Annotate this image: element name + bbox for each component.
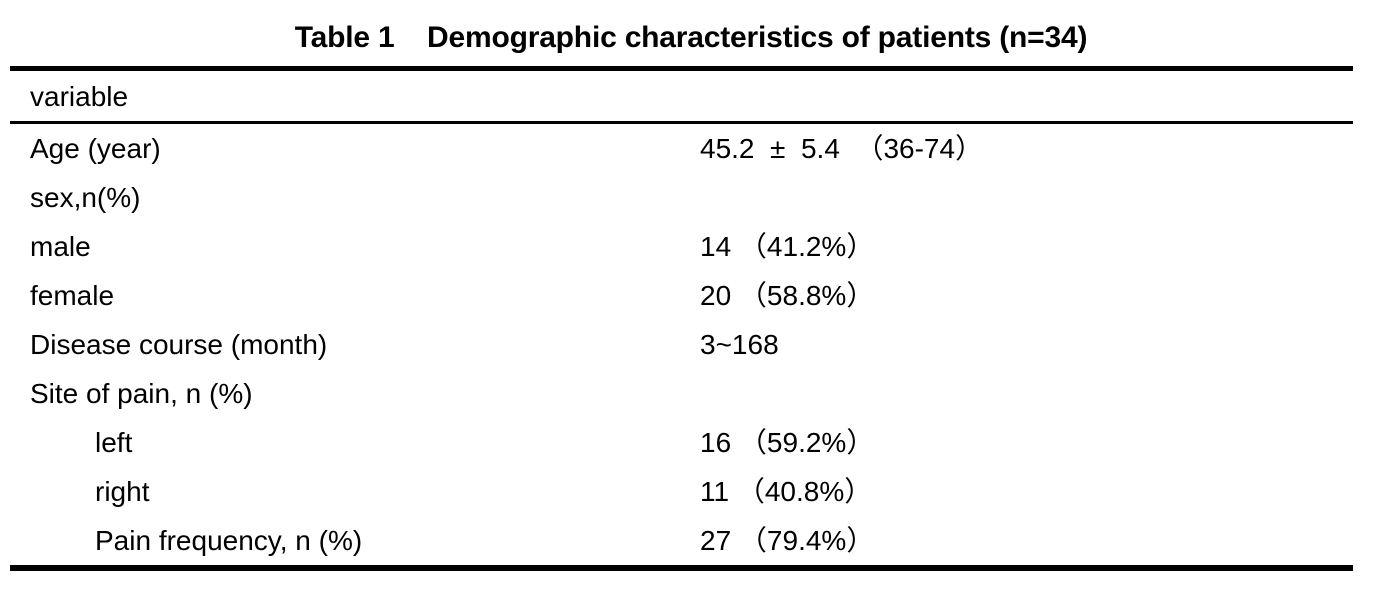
row-label: Age (year) xyxy=(30,133,161,164)
row-label: right xyxy=(95,476,150,507)
table-row-pain-frequency: Pain frequency, n (%) 27 （79.4%） xyxy=(10,516,1353,565)
row-label: Site of pain, n (%) xyxy=(30,378,253,409)
row-label: female xyxy=(30,280,115,311)
row-value: 11 （40.8%） xyxy=(700,476,873,507)
row-value: 3~168 xyxy=(700,329,779,360)
table-row-sex: sex,n(%) xyxy=(10,173,1353,222)
table-title: Table 1 Demographic characteristics of p… xyxy=(294,21,1088,54)
demographics-table: variable Age (year) 45.2 ± 5.4 （36-74） s… xyxy=(10,66,1353,571)
table-row-left: left 16 （59.2%） xyxy=(10,418,1353,467)
row-label: left xyxy=(95,427,133,458)
row-label: male xyxy=(30,231,91,262)
row-label: Pain frequency, n (%) xyxy=(95,525,363,556)
table-row-age: Age (year) 45.2 ± 5.4 （36-74） xyxy=(10,124,1353,173)
row-label: Disease course (month) xyxy=(30,329,328,360)
row-value: 27 （79.4%） xyxy=(700,525,875,556)
table-row-disease-course: Disease course (month) 3~168 xyxy=(10,320,1353,369)
row-value: 45.2 ± 5.4 （36-74） xyxy=(700,133,984,164)
header-rule xyxy=(10,121,1353,124)
table-row-female: female 20 （58.8%） xyxy=(10,271,1353,320)
bottom-rule xyxy=(10,565,1353,571)
row-value: 14 （41.2%） xyxy=(700,231,875,262)
page: Table 1 Demographic characteristics of p… xyxy=(0,20,1382,614)
row-value: 16 （59.2%） xyxy=(700,427,875,458)
table-header-row: variable xyxy=(10,71,1353,121)
row-value: 20 （58.8%） xyxy=(700,280,875,311)
column-header-variable: variable xyxy=(30,80,129,112)
table-row-male: male 14 （41.2%） xyxy=(10,222,1353,271)
top-rule xyxy=(10,66,1353,71)
row-label: sex,n(%) xyxy=(30,182,141,213)
table-row-site-of-pain: Site of pain, n (%) xyxy=(10,369,1353,418)
table-row-right: right 11 （40.8%） xyxy=(10,467,1353,516)
